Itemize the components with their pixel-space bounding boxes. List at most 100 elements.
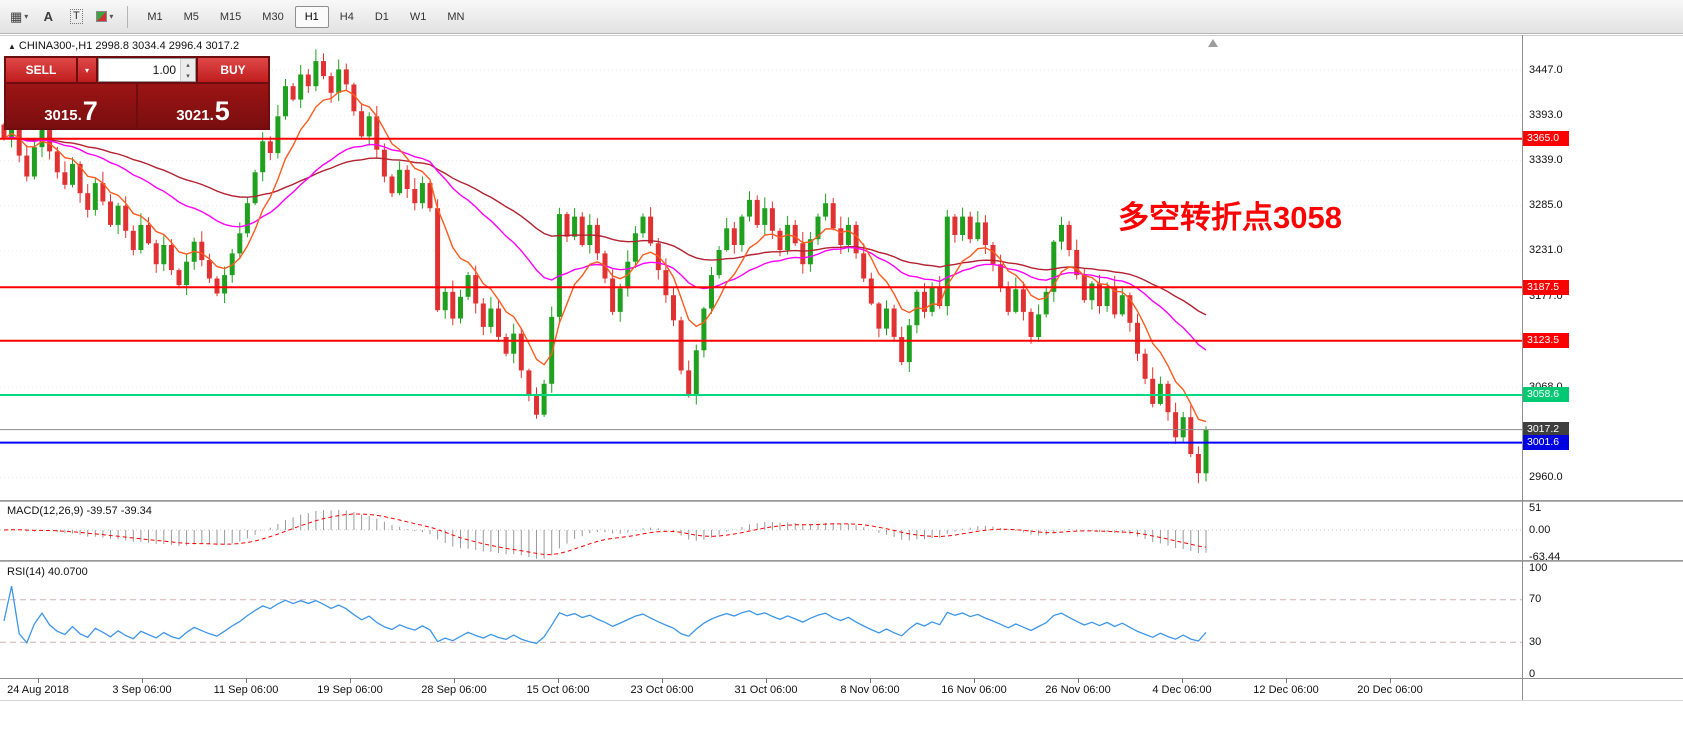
timeframe-m30[interactable]: M30 — [262, 10, 284, 23]
chart-windows-icon[interactable]: ▦ ▾ — [5, 5, 33, 29]
time-axis-tick — [662, 679, 663, 683]
time-axis-label: 4 Dec 06:00 — [1152, 684, 1212, 696]
macd-indicator-label: MACD(12,26,9) -39.57 -39.34 — [7, 505, 152, 517]
macd-axis-label: 0.00 — [1529, 523, 1551, 536]
time-axis-label: 26 Nov 06:00 — [1045, 684, 1111, 696]
macd-axis-label: -63.44 — [1529, 550, 1561, 563]
sell-button[interactable]: SELL — [6, 58, 76, 82]
price-level-flag-3058.6: 3058.6 — [1523, 387, 1569, 403]
time-axis-label: 3 Sep 06:00 — [112, 684, 172, 696]
price-axis-tick: 3339.0 — [1529, 154, 1563, 167]
buy-price-tile[interactable]: 3021. 5 — [138, 84, 268, 128]
time-axis-tick — [558, 679, 559, 683]
price-axis-border — [1522, 35, 1523, 700]
price-axis-tick: 3231.0 — [1529, 244, 1563, 257]
price-level-flag-3187.5: 3187.5 — [1523, 279, 1569, 295]
time-axis-label: 24 Aug 2018 — [7, 684, 69, 696]
time-axis-tick — [974, 679, 975, 683]
time-axis-tick — [1286, 679, 1287, 683]
toolbar-separator — [127, 5, 129, 28]
price-axis-tick: 2960.0 — [1529, 470, 1563, 483]
collapse-arrow-icon[interactable]: ▲ — [8, 42, 16, 51]
timeframe-mn[interactable]: MN — [447, 10, 465, 23]
time-axis-tick — [870, 679, 871, 683]
macd-chart[interactable] — [0, 502, 1522, 560]
price-level-flag-3123.5: 3123.5 — [1523, 333, 1569, 349]
price-axis-tick: 3285.0 — [1529, 199, 1563, 212]
timeframe-h4[interactable]: H4 — [339, 10, 354, 23]
candlestick-chart[interactable] — [0, 36, 1522, 500]
time-axis-label: 20 Dec 06:00 — [1357, 684, 1423, 696]
time-axis-tick — [454, 679, 455, 683]
time-axis-tick — [246, 679, 247, 683]
chart-text-annotation[interactable]: 多空转折点3058 — [1118, 200, 1342, 235]
time-axis-tick — [1182, 679, 1183, 683]
macd-axis-label: 51 — [1529, 501, 1542, 514]
timeframe-h1[interactable]: H1 — [294, 5, 329, 28]
text-tool-icon[interactable]: T — [63, 5, 89, 29]
time-axis-label: 15 Oct 06:00 — [526, 684, 590, 696]
volume-increase-button[interactable]: ▴ — [181, 59, 195, 70]
volume-box: ▴ ▾ — [98, 58, 196, 82]
chart-windows-glyph: ▦ — [10, 8, 23, 24]
price-level-flag-3017.2: 3017.2 — [1523, 422, 1569, 438]
timeframe-m5[interactable]: M5 — [183, 10, 199, 23]
time-axis-tick — [142, 679, 143, 683]
time-axis-tick — [350, 679, 351, 683]
timeframe-d1[interactable]: D1 — [374, 10, 389, 23]
chart-bottom-border — [0, 700, 1683, 701]
toolbar: ▦ ▾ A T ▾ M1 M5 M15 M30 H1 H4 D1 W1 MN — [0, 0, 1683, 34]
colors-icon[interactable]: ▾ — [91, 5, 118, 29]
timeframe-m1[interactable]: M1 — [147, 10, 163, 23]
sell-price-big-digit: 7 — [82, 96, 98, 127]
color-swatch-icon — [96, 11, 108, 22]
time-axis-label: 11 Sep 06:00 — [213, 684, 279, 696]
rsi-axis-label: 0 — [1529, 667, 1536, 680]
buy-price-big-digit: 5 — [214, 96, 230, 127]
price-axis-tick: 3447.0 — [1529, 63, 1563, 76]
font-a-glyph: A — [43, 9, 53, 24]
price-level-flag-3001.6: 3001.6 — [1523, 435, 1569, 451]
sell-price-main: 3015. — [44, 107, 82, 124]
time-axis-label: 31 Oct 06:00 — [734, 684, 798, 696]
rsi-axis-label: 30 — [1529, 635, 1542, 648]
volume-decrease-button[interactable]: ▾ — [181, 70, 195, 81]
time-axis-label: 16 Nov 06:00 — [941, 684, 1007, 696]
chevron-down-icon: ▾ — [109, 12, 114, 21]
rsi-chart[interactable] — [0, 562, 1522, 678]
font-tool-icon[interactable]: A — [35, 5, 61, 29]
timeframe-w1[interactable]: W1 — [409, 10, 427, 23]
time-axis-label: 8 Nov 06:00 — [840, 684, 900, 696]
price-axis-tick: 3393.0 — [1529, 108, 1563, 121]
time-axis-label: 19 Sep 06:00 — [317, 684, 383, 696]
time-axis-tick — [1078, 679, 1079, 683]
time-axis-line — [0, 678, 1683, 679]
rsi-axis-label: 100 — [1529, 561, 1548, 574]
time-axis-label: 28 Sep 06:00 — [421, 684, 487, 696]
text-t-glyph: T — [69, 9, 83, 24]
symbol-ohlc-text: CHINA300-,H1 2998.8 3034.4 2996.4 3017.2 — [18, 40, 240, 52]
price-level-flag-3365.0: 3365.0 — [1523, 131, 1569, 147]
rsi-panel-separator[interactable] — [0, 560, 1683, 562]
chevron-down-icon: ▾ — [24, 12, 29, 21]
time-axis-label: 23 Oct 06:00 — [630, 684, 694, 696]
time-axis-tick — [1390, 679, 1391, 683]
rsi-indicator-label: RSI(14) 40.0700 — [7, 566, 88, 578]
symbol-ohlc-header: ▲ CHINA300-,H1 2998.8 3034.4 2996.4 3017.… — [8, 40, 239, 52]
macd-panel-separator[interactable] — [0, 500, 1683, 502]
time-axis-tick — [766, 679, 767, 683]
buy-button[interactable]: BUY — [198, 58, 268, 82]
one-click-trading-panel: SELL ▾ ▴ ▾ BUY 3015.7 3021.5 — [4, 56, 270, 130]
rsi-axis-label: 70 — [1529, 593, 1542, 606]
chart-top-border — [0, 35, 1683, 36]
time-axis-label: 12 Dec 06:00 — [1253, 684, 1319, 696]
sell-price-tile[interactable]: 3015. 7 — [6, 84, 136, 128]
buy-price-main: 3021. — [176, 107, 214, 124]
order-type-dropdown[interactable]: ▾ — [78, 58, 96, 82]
timeframe-group: M1 M5 M15 M30 H1 H4 D1 W1 MN — [137, 5, 474, 28]
volume-spinner: ▴ ▾ — [180, 59, 195, 81]
volume-input[interactable] — [99, 59, 180, 81]
timeframe-m15[interactable]: M15 — [219, 10, 242, 23]
chart-shift-marker-icon[interactable] — [1208, 39, 1218, 47]
